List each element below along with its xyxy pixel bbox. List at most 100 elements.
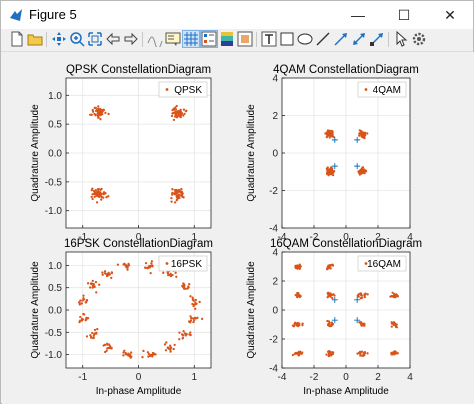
data-point (93, 328, 97, 332)
data-point (98, 195, 101, 199)
y-tick-label: 0.0 (48, 149, 62, 160)
new-file-icon (11, 31, 23, 47)
close-button[interactable]: ✕ (427, 1, 473, 29)
data-point (102, 108, 105, 111)
data-point (94, 113, 97, 117)
data-point (96, 112, 100, 115)
zoom-in-button[interactable] (69, 31, 85, 47)
data-point (393, 352, 397, 355)
data-point (182, 114, 185, 117)
colorbar-icon (221, 32, 233, 46)
matlab-logo-icon (10, 9, 22, 21)
data-point (146, 351, 150, 354)
insert-line-button[interactable] (315, 31, 331, 47)
data-point (168, 273, 172, 277)
colorbar-button[interactable] (219, 31, 235, 47)
data-point (105, 196, 108, 199)
plot-browser-button[interactable] (237, 31, 253, 47)
y-tick-label: 0.0 (48, 306, 62, 317)
insert-text-arrow-button[interactable] (369, 31, 385, 47)
data-point (103, 343, 107, 346)
maximize-button[interactable]: ☐ (381, 1, 427, 29)
data-point (329, 170, 333, 173)
data-point (183, 283, 186, 287)
data-point (169, 346, 173, 350)
new-figure-button[interactable] (9, 31, 25, 47)
y-tick-label: 4 (272, 74, 278, 85)
data-point (170, 200, 173, 203)
chart-title: QPSK ConstellationDiagram (66, 64, 211, 76)
data-point (189, 319, 193, 322)
plot-browser-icon (237, 31, 253, 47)
data-point (297, 322, 301, 325)
data-cursor-icon (147, 36, 163, 47)
insert-ellipse-button[interactable] (297, 31, 313, 47)
x-tick-label: 2 (375, 372, 381, 383)
data-point (91, 284, 95, 288)
data-point (96, 327, 99, 331)
ideal-point-marker (354, 317, 361, 324)
data-point (190, 317, 193, 320)
y-tick-label: 1.0 (48, 91, 62, 102)
data-point (146, 267, 150, 270)
pointer-icon (396, 31, 408, 47)
data-point (92, 282, 95, 286)
back-button[interactable] (105, 31, 121, 47)
data-point (362, 168, 366, 171)
data-point (182, 287, 186, 290)
open-file-button[interactable] (27, 31, 43, 47)
data-point (189, 331, 192, 334)
minimize-button[interactable]: — (335, 1, 381, 29)
data-point (390, 295, 393, 298)
y-tick-label: -0.5 (45, 328, 63, 339)
legend-label: 16PSK (171, 259, 202, 270)
insert-textbox-button[interactable] (261, 31, 277, 47)
chart-title: 16PSK ConstellationDiagram (64, 238, 213, 250)
data-point (123, 349, 126, 352)
data-point (178, 338, 181, 341)
data-point (105, 349, 108, 352)
close-icon: ✕ (444, 6, 456, 23)
data-point (122, 354, 125, 357)
data-point (329, 350, 332, 353)
gear-icon (412, 32, 426, 46)
data-point (194, 298, 198, 302)
open-folder-icon (27, 34, 43, 46)
insert-legend-button[interactable] (165, 31, 181, 47)
text-icon (261, 31, 277, 47)
y-tick-label: 2 (272, 277, 278, 288)
data-point (171, 191, 174, 195)
data-point (301, 323, 304, 327)
insert-arrow-button[interactable] (333, 31, 349, 47)
data-point (101, 271, 104, 274)
data-point (78, 320, 81, 324)
arrow-left-icon (106, 32, 120, 46)
forward-button[interactable] (123, 31, 139, 47)
data-point (175, 199, 178, 202)
legend-box (158, 255, 208, 272)
data-point (331, 264, 335, 267)
property-editor-button[interactable] (411, 31, 427, 47)
data-point (297, 350, 300, 354)
title-bar[interactable]: Figure 5 — ☐ ✕ (1, 1, 473, 29)
data-point (97, 116, 100, 119)
data-point (328, 168, 331, 171)
data-point (364, 170, 368, 173)
data-point (90, 195, 93, 199)
data-point (103, 350, 107, 354)
insert-double-arrow-button[interactable] (351, 31, 367, 47)
insert-rectangle-button[interactable] (279, 31, 295, 47)
data-point (165, 341, 168, 344)
grid-button[interactable] (182, 30, 200, 48)
data-point (169, 348, 172, 352)
data-cursor-button[interactable] (147, 31, 163, 47)
x-tick-label: 4 (407, 372, 413, 383)
data-point (332, 135, 335, 139)
toggle-legend-button[interactable] (200, 30, 218, 48)
select-button[interactable] (393, 31, 409, 47)
data-point (362, 132, 365, 135)
data-point (298, 295, 301, 298)
zoom-out-button[interactable] (87, 31, 103, 47)
data-point (187, 286, 190, 289)
pan-button[interactable] (51, 31, 67, 47)
